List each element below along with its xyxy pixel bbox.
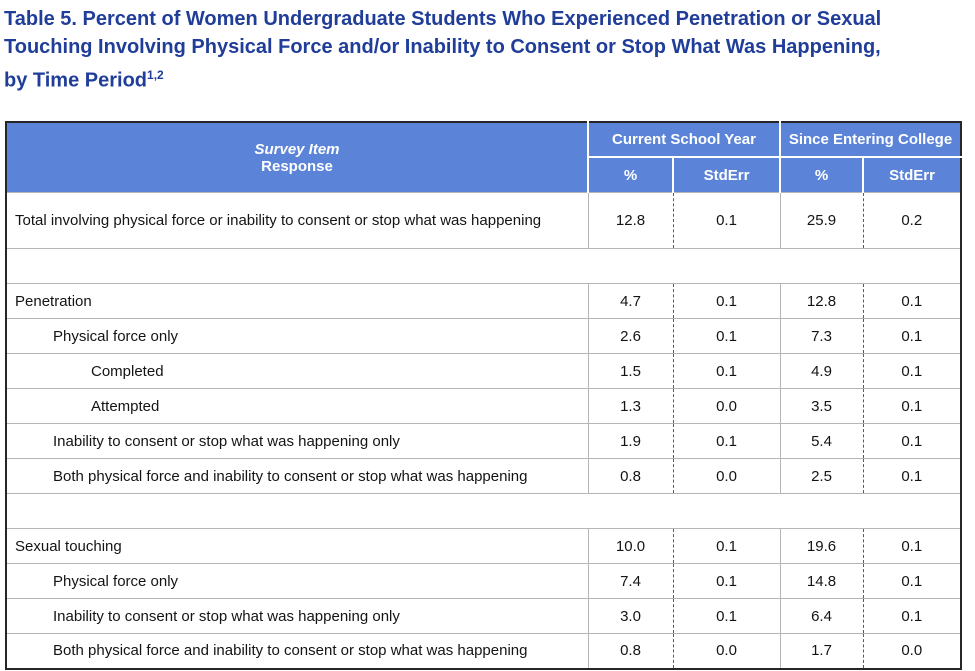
survey-results-table: Survey Item Response Current School Year…	[5, 121, 962, 670]
header-sub-row: % StdErr % StdErr	[6, 157, 961, 193]
cell-current-stderr: 0.1	[673, 528, 781, 564]
cell-current-stderr: 0.1	[673, 318, 781, 354]
table-row-penetration: Penetration 4.7 0.1 12.8 0.1	[6, 283, 961, 319]
cell-current-pct: 4.7	[588, 283, 674, 319]
header-survey-item-label: Survey Item	[254, 140, 340, 158]
cell-current-stderr: 0.1	[673, 283, 781, 319]
cell-since-stderr: 0.1	[863, 318, 961, 354]
cell-since-stderr: 0.1	[863, 283, 961, 319]
cell-since-pct: 14.8	[780, 563, 864, 599]
row-label: Penetration	[6, 283, 589, 319]
cell-current-pct: 0.8	[588, 458, 674, 494]
cell-since-stderr: 0.1	[863, 388, 961, 424]
row-label: Inability to consent or stop what was ha…	[6, 598, 589, 634]
cell-current-pct: 0.8	[588, 633, 674, 669]
cell-current-pct: 2.6	[588, 318, 674, 354]
row-label: Physical force only	[6, 318, 589, 354]
cell-current-stderr: 0.1	[673, 353, 781, 389]
cell-current-stderr: 0.0	[673, 633, 781, 669]
row-label: Physical force only	[6, 563, 589, 599]
cell-current-stderr: 0.0	[673, 388, 781, 424]
cell-since-pct: 3.5	[780, 388, 864, 424]
cell-since-stderr: 0.1	[863, 458, 961, 494]
cell-current-pct: 12.8	[588, 192, 674, 249]
cell-since-stderr: 0.1	[863, 563, 961, 599]
header-survey-item: Survey Item Response	[6, 122, 589, 193]
cell-since-stderr: 0.1	[863, 353, 961, 389]
table-title: Table 5. Percent of Women Undergraduate …	[4, 5, 881, 95]
row-label: Both physical force and inability to con…	[6, 633, 589, 669]
title-line-3: by Time Period1,2	[4, 61, 881, 95]
header-current-pct: %	[588, 157, 674, 193]
cell-since-pct: 25.9	[780, 192, 864, 249]
cell-current-pct: 1.9	[588, 423, 674, 459]
table-row-touching-inability-only: Inability to consent or stop what was ha…	[6, 598, 961, 634]
spacer-row	[6, 248, 961, 284]
spacer-row	[6, 493, 961, 529]
header-since-stderr: StdErr	[863, 157, 961, 193]
row-label: Attempted	[6, 388, 589, 424]
cell-since-pct: 2.5	[780, 458, 864, 494]
table-row-sexual-touching: Sexual touching 10.0 0.1 19.6 0.1	[6, 528, 961, 564]
cell-current-pct: 3.0	[588, 598, 674, 634]
cell-since-stderr: 0.2	[863, 192, 961, 249]
header-group-row: Survey Item Response Current School Year…	[6, 122, 961, 193]
cell-current-stderr: 0.1	[673, 192, 781, 249]
table-row-penetration-both: Both physical force and inability to con…	[6, 458, 961, 494]
cell-since-pct: 19.6	[780, 528, 864, 564]
table-row-total: Total involving physical force or inabil…	[6, 192, 961, 249]
cell-current-pct: 7.4	[588, 563, 674, 599]
cell-current-stderr: 0.1	[673, 423, 781, 459]
title-line-2: Touching Involving Physical Force and/or…	[4, 36, 881, 58]
cell-since-stderr: 0.0	[863, 633, 961, 669]
cell-since-pct: 1.7	[780, 633, 864, 669]
cell-current-stderr: 0.0	[673, 458, 781, 494]
cell-current-stderr: 0.1	[673, 563, 781, 599]
title-line-3-text: by Time Period	[4, 69, 148, 92]
cell-current-pct: 10.0	[588, 528, 674, 564]
cell-current-pct: 1.5	[588, 353, 674, 389]
cell-since-pct: 4.9	[780, 353, 864, 389]
row-label: Both physical force and inability to con…	[6, 458, 589, 494]
cell-current-pct: 1.3	[588, 388, 674, 424]
header-since-pct: %	[780, 157, 864, 193]
title-line-1: Table 5. Percent of Women Undergraduate …	[4, 8, 882, 30]
table-row-touching-physical-force: Physical force only 7.4 0.1 14.8 0.1	[6, 563, 961, 599]
row-label: Sexual touching	[6, 528, 589, 564]
header-group-current-school-year: Current School Year	[588, 122, 781, 158]
table-row-penetration-physical-force: Physical force only 2.6 0.1 7.3 0.1	[6, 318, 961, 354]
spacer-cell	[6, 493, 961, 529]
cell-since-stderr: 0.1	[863, 598, 961, 634]
table-row-completed: Completed 1.5 0.1 4.9 0.1	[6, 353, 961, 389]
table-row-attempted: Attempted 1.3 0.0 3.5 0.1	[6, 388, 961, 424]
cell-since-stderr: 0.1	[863, 423, 961, 459]
cell-current-stderr: 0.1	[673, 598, 781, 634]
row-label: Completed	[6, 353, 589, 389]
spacer-cell	[6, 248, 961, 284]
header-current-stderr: StdErr	[673, 157, 781, 193]
cell-since-pct: 5.4	[780, 423, 864, 459]
table-row-penetration-inability-only: Inability to consent or stop what was ha…	[6, 423, 961, 459]
row-label: Inability to consent or stop what was ha…	[6, 423, 589, 459]
header-group-since-entering-college: Since Entering College	[780, 122, 961, 158]
cell-since-pct: 7.3	[780, 318, 864, 354]
cell-since-stderr: 0.1	[863, 528, 961, 564]
cell-since-pct: 6.4	[780, 598, 864, 634]
table-row-touching-both: Both physical force and inability to con…	[6, 633, 961, 669]
title-footnote-marker: 1,2	[147, 68, 164, 82]
row-label: Total involving physical force or inabil…	[6, 192, 589, 249]
cell-since-pct: 12.8	[780, 283, 864, 319]
header-response-label: Response	[261, 157, 333, 175]
